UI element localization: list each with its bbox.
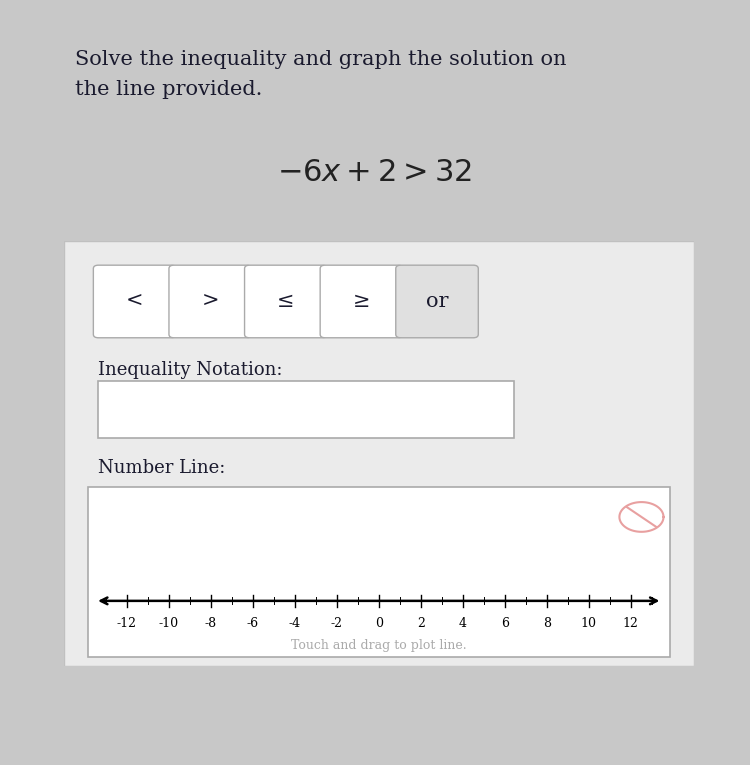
FancyBboxPatch shape	[169, 265, 251, 338]
Text: 2: 2	[417, 617, 424, 630]
Text: Solve the inequality and graph the solution on: Solve the inequality and graph the solut…	[75, 50, 566, 69]
FancyBboxPatch shape	[98, 381, 514, 438]
Text: 8: 8	[543, 617, 550, 630]
Text: <: <	[126, 292, 143, 311]
Text: -2: -2	[331, 617, 343, 630]
Text: 6: 6	[501, 617, 509, 630]
Text: ≥: ≥	[352, 292, 370, 311]
Text: 10: 10	[580, 617, 597, 630]
FancyBboxPatch shape	[320, 265, 403, 338]
Text: ≤: ≤	[277, 292, 295, 311]
Text: 12: 12	[622, 617, 639, 630]
Text: -4: -4	[289, 617, 301, 630]
FancyBboxPatch shape	[244, 265, 327, 338]
Text: or: or	[426, 292, 448, 311]
Text: Touch and drag to plot line.: Touch and drag to plot line.	[291, 639, 466, 652]
FancyBboxPatch shape	[88, 487, 670, 657]
Text: -12: -12	[117, 617, 136, 630]
FancyBboxPatch shape	[93, 265, 176, 338]
Text: -10: -10	[159, 617, 178, 630]
Text: the line provided.: the line provided.	[75, 80, 262, 99]
Text: Inequality Notation:: Inequality Notation:	[98, 362, 283, 379]
Text: 0: 0	[375, 617, 382, 630]
FancyBboxPatch shape	[64, 241, 694, 666]
Text: >: >	[202, 292, 219, 311]
Text: -6: -6	[247, 617, 259, 630]
Text: 4: 4	[459, 617, 466, 630]
Text: Number Line:: Number Line:	[98, 459, 226, 477]
Text: -8: -8	[205, 617, 217, 630]
FancyBboxPatch shape	[396, 265, 478, 338]
Text: $-6x + 2 > 32$: $-6x + 2 > 32$	[278, 157, 472, 187]
